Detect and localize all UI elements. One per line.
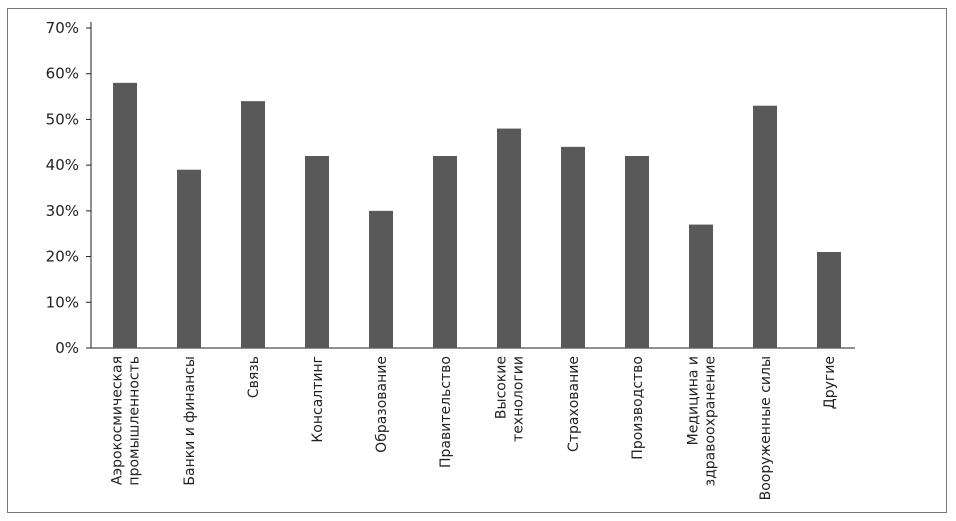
- bar: [369, 210, 393, 348]
- y-tick-label: 40%: [46, 156, 79, 174]
- bar: [497, 128, 521, 348]
- bar: [241, 101, 265, 349]
- x-tick-label: Другие: [822, 356, 838, 409]
- x-tick-label: здравоохранение: [703, 356, 719, 486]
- bar: [561, 146, 585, 348]
- x-tick-label: Аэрокосмическая: [110, 356, 126, 485]
- x-tick-label: технологии: [511, 356, 527, 442]
- bar: [817, 252, 841, 348]
- bar: [625, 156, 649, 348]
- y-tick-label: 20%: [46, 248, 79, 266]
- bar: [689, 224, 713, 348]
- bar: [433, 156, 457, 348]
- x-tick-label: Страхование: [566, 356, 582, 452]
- x-tick-label: Вооруженные силы: [758, 356, 774, 500]
- y-tick-label: 50%: [46, 110, 79, 128]
- chart-frame: [7, 8, 947, 513]
- y-tick-label: 10%: [46, 293, 79, 311]
- x-tick-label: Производство: [630, 356, 646, 460]
- y-tick-label: 30%: [46, 202, 79, 220]
- y-tick-label: 70%: [46, 19, 79, 37]
- y-tick-label: 60%: [46, 65, 79, 83]
- x-tick-label: Консалтинг: [310, 356, 326, 443]
- x-tick-label: промышленность: [127, 356, 143, 486]
- bar: [113, 82, 137, 348]
- bar: [177, 169, 201, 348]
- x-tick-label: Связь: [246, 356, 262, 398]
- x-tick-label: Правительство: [438, 356, 454, 468]
- x-tick-label: Медицина и: [686, 356, 702, 445]
- x-tick-label: Высокие: [494, 356, 510, 419]
- bar: [753, 105, 777, 348]
- x-tick-label: Банки и финансы: [182, 356, 198, 486]
- x-tick-label: Образование: [374, 356, 390, 453]
- y-tick-label: 0%: [55, 339, 79, 357]
- bar: [305, 156, 329, 348]
